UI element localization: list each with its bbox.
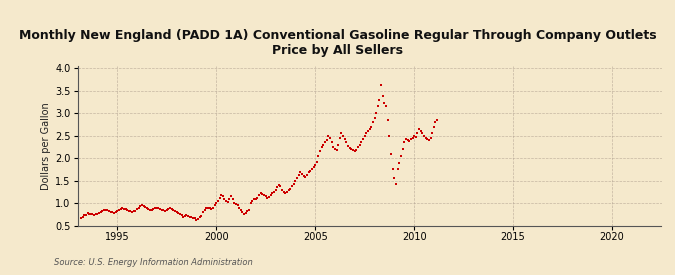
Text: Monthly New England (PADD 1A) Conventional Gasoline Regular Through Company Outl: Monthly New England (PADD 1A) Convention…	[19, 29, 656, 57]
Y-axis label: Dollars per Gallon: Dollars per Gallon	[41, 102, 51, 190]
Text: Source: U.S. Energy Information Administration: Source: U.S. Energy Information Administ…	[54, 258, 252, 267]
